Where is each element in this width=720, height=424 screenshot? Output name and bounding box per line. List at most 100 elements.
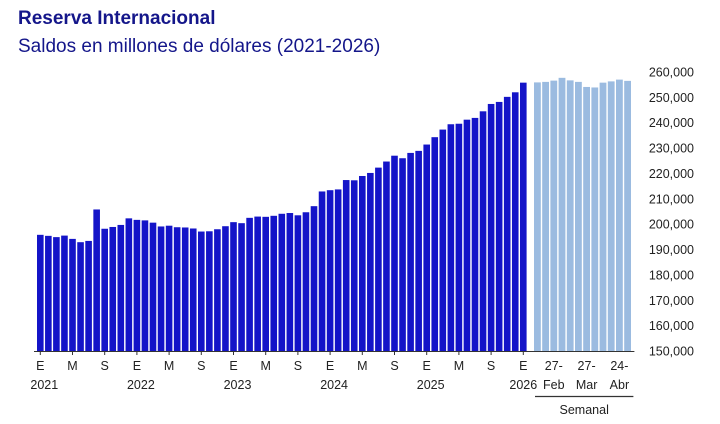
bar-monthly <box>165 225 173 351</box>
x-tick-label: S <box>294 359 302 373</box>
bar-monthly <box>302 212 310 351</box>
bar-monthly <box>520 82 527 352</box>
bar-monthly <box>270 215 278 351</box>
bar-monthly <box>238 223 245 351</box>
bar-monthly <box>246 217 253 351</box>
y-tick-label: 190,000 <box>649 243 694 257</box>
bar-monthly <box>77 242 84 351</box>
bar-monthly <box>495 101 503 352</box>
bar-monthly <box>214 229 221 351</box>
bar-monthly <box>471 117 479 351</box>
x-tick-label: E <box>326 359 334 373</box>
x-weekly-label-bottom: Mar <box>576 378 598 392</box>
bar-weekly <box>624 80 631 351</box>
bar-monthly <box>367 172 374 351</box>
bar-monthly <box>181 227 189 351</box>
bar-monthly <box>173 227 181 351</box>
bar-monthly <box>375 167 382 351</box>
bar-monthly <box>391 155 398 351</box>
bar-monthly <box>61 235 68 351</box>
bar-monthly <box>310 206 318 351</box>
x-tick-label: E <box>229 359 237 373</box>
weekly-group-label: Semanal <box>560 403 609 417</box>
bar-monthly <box>254 216 261 351</box>
x-year-label: 2023 <box>224 378 252 392</box>
bar-weekly <box>542 81 549 351</box>
x-tick-label: M <box>260 359 270 373</box>
bar-monthly <box>334 189 342 351</box>
bar-monthly <box>278 213 286 351</box>
y-tick-label: 240,000 <box>649 116 694 130</box>
bar-weekly <box>616 79 623 352</box>
bar-monthly <box>326 190 334 351</box>
bar-weekly <box>575 81 582 351</box>
x-tick-label: S <box>390 359 398 373</box>
bar-monthly <box>423 144 430 351</box>
bar-monthly <box>109 226 117 351</box>
bar-monthly <box>149 222 157 351</box>
bar-weekly <box>566 80 574 352</box>
bar-monthly <box>85 240 92 351</box>
x-tick-label: S <box>487 359 495 373</box>
x-tick-label: E <box>133 359 141 373</box>
bar-monthly <box>206 231 213 351</box>
x-tick-label: S <box>197 359 205 373</box>
x-weekly-label-bottom: Feb <box>543 378 565 392</box>
bar-weekly <box>591 87 599 351</box>
bar-monthly <box>117 224 125 351</box>
x-weekly-label-top: 27- <box>578 359 596 373</box>
bar-monthly <box>487 103 495 352</box>
bar-monthly <box>294 215 302 351</box>
x-tick-label: S <box>101 359 109 373</box>
x-weekly-label-bottom: Abr <box>610 378 629 392</box>
x-tick-label: E <box>519 359 527 373</box>
bar-monthly <box>189 228 197 351</box>
x-tick-label: M <box>164 359 174 373</box>
bar-weekly <box>599 82 607 352</box>
bar-monthly <box>125 218 133 351</box>
bar-weekly <box>583 86 590 352</box>
bar-monthly <box>286 213 294 351</box>
x-year-label: 2026 <box>509 378 537 392</box>
x-tick-label: M <box>67 359 77 373</box>
chart-subtitle: Saldos en millones de dólares (2021-2026… <box>18 36 381 57</box>
bar-monthly <box>463 119 471 352</box>
bar-monthly <box>447 124 455 351</box>
bar-monthly <box>69 238 76 351</box>
bar-monthly <box>222 226 229 351</box>
bar-monthly <box>399 158 406 351</box>
y-tick-label: 220,000 <box>649 167 694 181</box>
bar-monthly <box>141 220 149 351</box>
bar-weekly <box>607 81 615 351</box>
bar-monthly <box>101 228 108 351</box>
bar-monthly <box>503 96 511 351</box>
y-tick-label: 180,000 <box>649 268 694 282</box>
bar-monthly <box>198 231 205 351</box>
y-tick-label: 200,000 <box>649 218 694 232</box>
bar-monthly <box>53 237 60 351</box>
bar-weekly <box>558 77 566 351</box>
y-tick-label: 260,000 <box>649 66 694 80</box>
x-year-label: 2024 <box>320 378 348 392</box>
y-tick-label: 150,000 <box>649 345 694 359</box>
x-weekly-label-top: 24- <box>610 359 628 373</box>
bar-weekly <box>534 82 541 352</box>
bar-monthly <box>350 180 358 351</box>
x-tick-label: E <box>36 359 44 373</box>
bar-monthly <box>439 129 447 351</box>
x-year-label: 2025 <box>417 378 445 392</box>
x-weekly-label-top: 27- <box>545 359 563 373</box>
bar-monthly <box>318 191 326 351</box>
bar-monthly <box>415 150 422 351</box>
x-tick-label: M <box>357 359 367 373</box>
bar-monthly <box>511 92 519 351</box>
x-year-label: 2022 <box>127 378 155 392</box>
bar-monthly <box>230 222 237 351</box>
x-year-label: 2021 <box>30 378 58 392</box>
bar-monthly <box>455 123 463 352</box>
y-tick-label: 230,000 <box>649 142 694 156</box>
bar-monthly <box>431 137 439 351</box>
y-tick-label: 250,000 <box>649 91 694 105</box>
bar-monthly <box>479 111 487 351</box>
